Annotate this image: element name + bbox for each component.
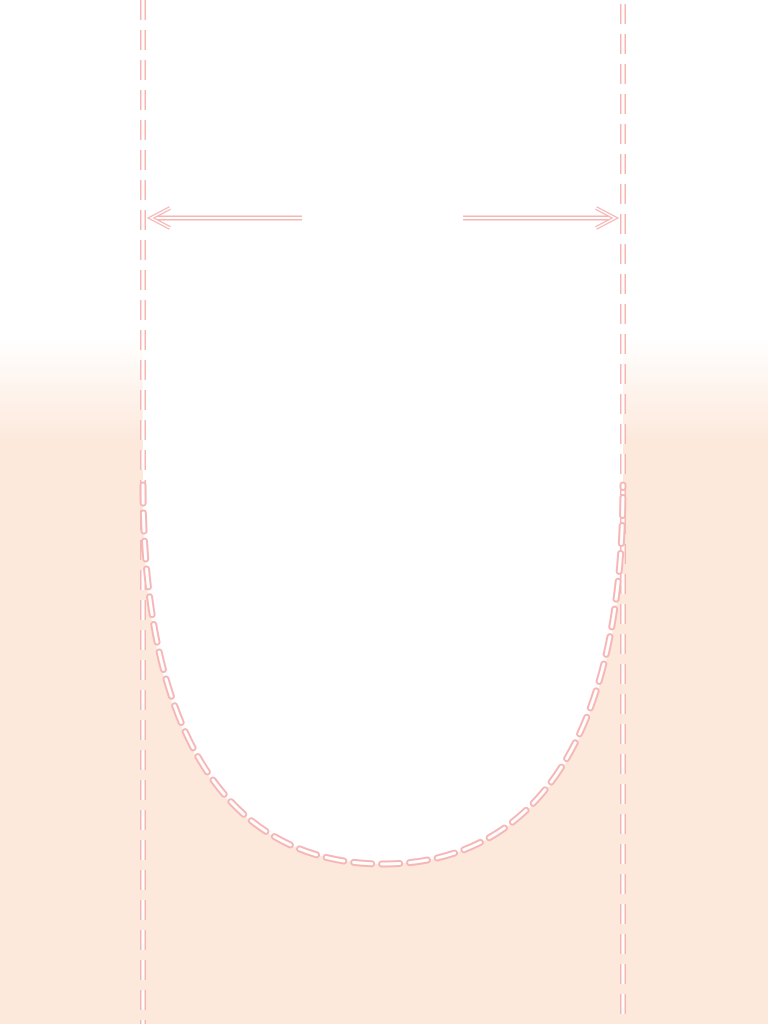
left-arrow [146, 206, 302, 230]
right-arrow [463, 206, 620, 230]
u-shaped-dashed-curve-inner [141, 483, 625, 866]
u-interior [143, 0, 623, 864]
